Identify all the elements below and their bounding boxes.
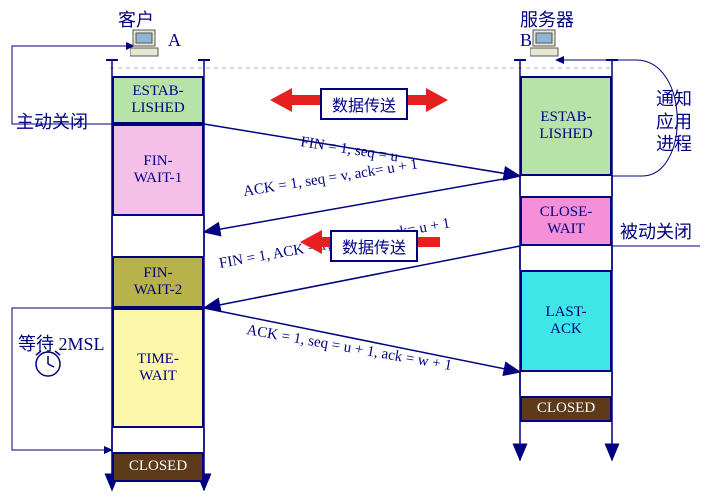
msg-fin1 bbox=[204, 124, 520, 176]
msg-ack1 bbox=[204, 176, 520, 232]
state-finwait2: FIN-WAIT-2 bbox=[112, 256, 204, 308]
state-timewait: TIME-WAIT bbox=[112, 308, 204, 428]
server-title: 服务器 bbox=[520, 10, 574, 30]
state-closedB: CLOSED bbox=[520, 396, 612, 422]
label-wait-2msl: 等待 2MSL bbox=[18, 330, 105, 356]
msg-ack2 bbox=[204, 308, 520, 372]
state-closewait: CLOSE-WAIT bbox=[520, 196, 612, 246]
server-letter: B bbox=[520, 30, 532, 51]
state-closedA: CLOSED bbox=[112, 452, 204, 482]
msg-text-ack2: ACK = 1, seq = u + 1, ack = w + 1 bbox=[245, 322, 453, 374]
state-finwait1: FIN-WAIT-1 bbox=[112, 124, 204, 216]
data-transfer-badge-1: 数据传送 bbox=[320, 88, 408, 120]
label-active-close: 主动关闭 bbox=[16, 108, 88, 134]
client-letter: A bbox=[168, 30, 181, 51]
label-passive-close: 被动关闭 bbox=[620, 218, 692, 244]
client-title: 客户 bbox=[118, 10, 154, 30]
server-computer-icon bbox=[530, 28, 564, 58]
state-lastack: LAST-ACK bbox=[520, 270, 612, 372]
label-notify-app: 通知应用进程 bbox=[656, 88, 692, 156]
state-estabB: ESTAB-LISHED bbox=[520, 76, 612, 176]
client-computer-icon bbox=[130, 28, 164, 58]
msg-text-fin1: FIN = 1, seq = u bbox=[299, 134, 399, 165]
data-transfer-badge-2: 数据传送 bbox=[330, 230, 418, 262]
msg-text-ack1: ACK = 1, seq = v, ack= u + 1 bbox=[242, 157, 419, 200]
state-estab: ESTAB-LISHED bbox=[112, 76, 204, 124]
